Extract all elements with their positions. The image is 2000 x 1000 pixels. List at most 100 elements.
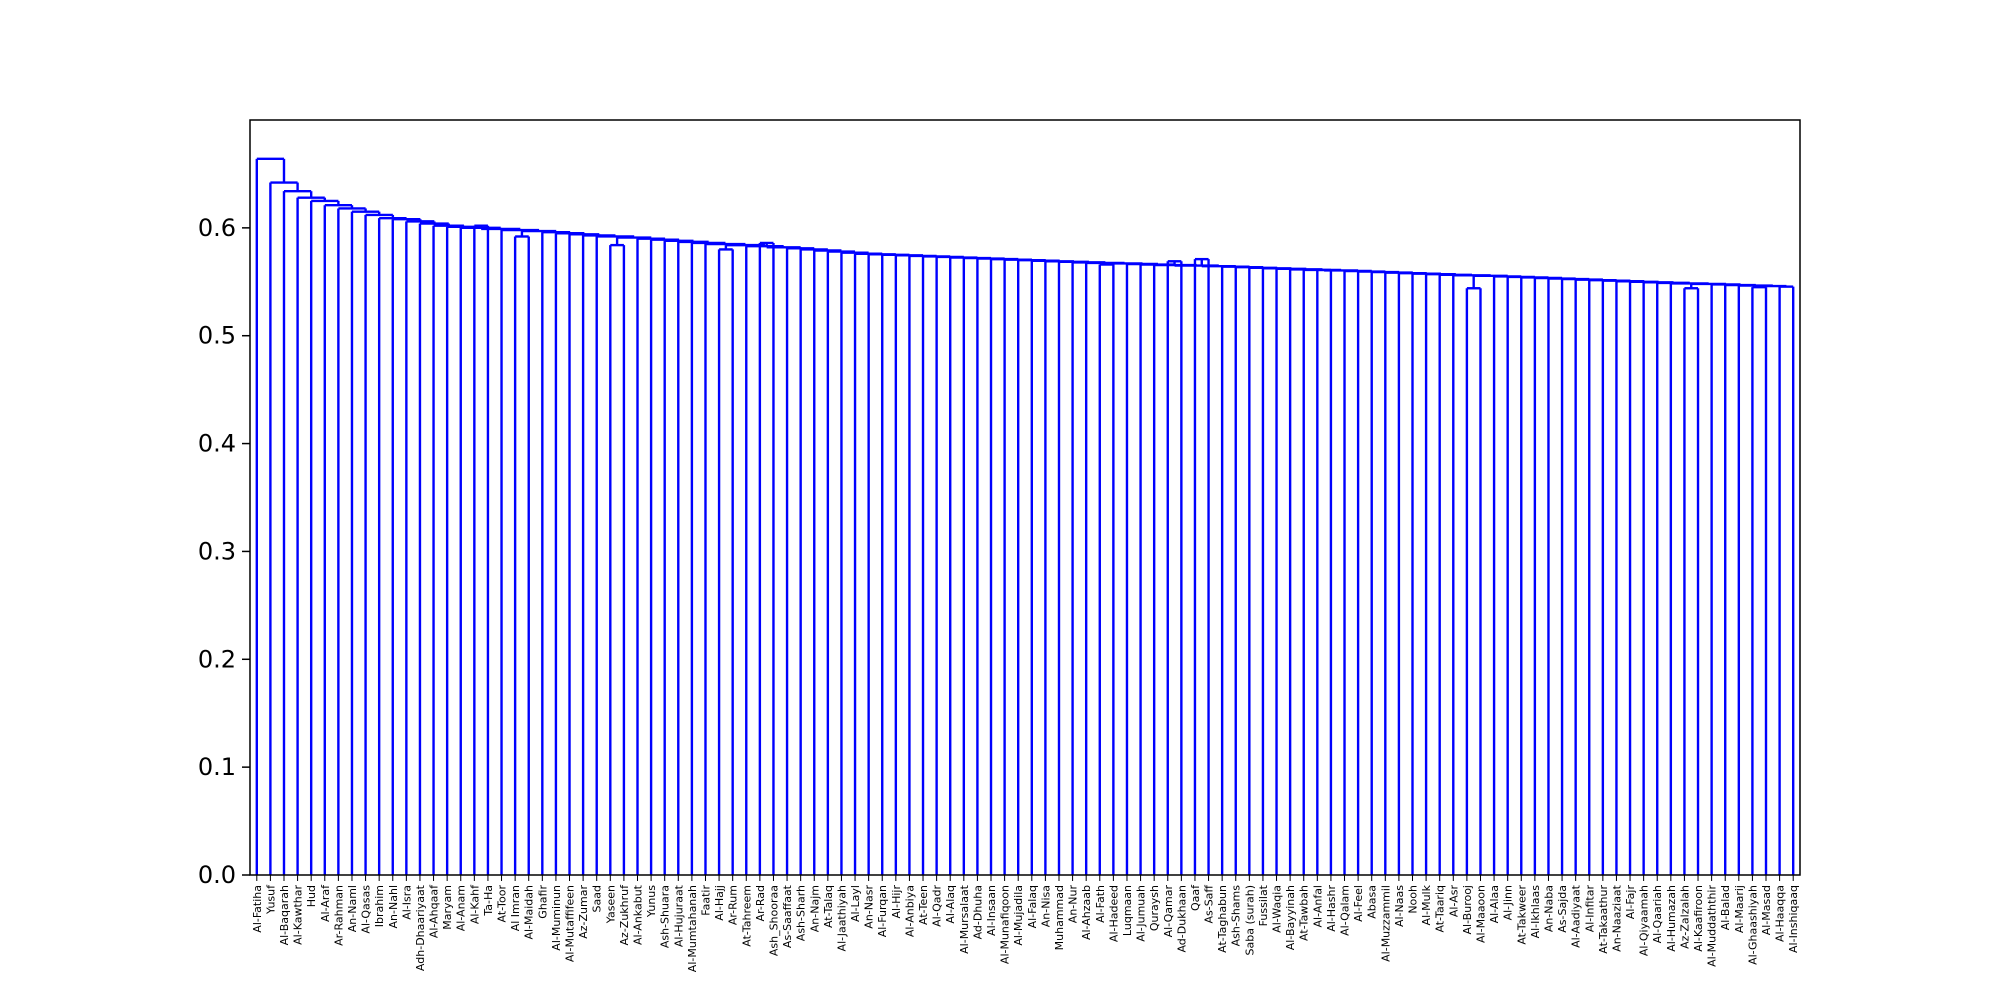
- leaf-label: Qaaf: [1189, 884, 1202, 911]
- leaf-label: Al-Qamar: [1162, 885, 1175, 938]
- leaf-label: Al-Fajr: [1624, 885, 1637, 920]
- leaf-label: Al-Maidah: [523, 885, 536, 940]
- leaf-label: As-Saaffaat: [781, 884, 794, 948]
- leaf-label: Al-Ankabut: [632, 884, 645, 945]
- leaf-label: At-Takaathur: [1597, 885, 1610, 954]
- leaf-label: Al-Maarij: [1733, 885, 1746, 933]
- leaf-label: Al-Qiyaamah: [1638, 885, 1651, 956]
- leaf-label: Yaseen: [604, 885, 617, 924]
- leaf-label: Al-Balad: [1719, 885, 1732, 930]
- leaf-label: Al-Mutaffifeen: [564, 885, 577, 962]
- leaf-label: Saad: [591, 885, 604, 912]
- leaf-label: Al-Anfal: [1311, 885, 1324, 927]
- leaf-label: At-Tawbah: [1298, 885, 1311, 941]
- leaf-label: Az-Zukhruf: [618, 884, 631, 946]
- leaf-label: Al-Infitar: [1583, 885, 1596, 933]
- leaf-label: Al-Aadiyaat: [1570, 884, 1583, 948]
- leaf-label: Al Imran: [509, 885, 522, 931]
- leaf-label: Al-Qalam: [1339, 885, 1352, 936]
- leaf-label: Hud: [305, 885, 318, 907]
- leaf-label: Al-Araf: [319, 884, 332, 922]
- leaf-label: As-Saff: [1203, 885, 1216, 924]
- leaf-label: Yunus: [645, 885, 658, 918]
- leaf-label: An-Naaziaat: [1610, 884, 1623, 951]
- y-tick-label: 0.1: [198, 753, 236, 781]
- leaf-label: Al-Qadr: [931, 885, 944, 927]
- leaf-label: Al-Hajj: [713, 885, 726, 921]
- leaf-label: Yusuf: [264, 884, 277, 915]
- leaf-label: Az-Zumar: [577, 885, 590, 939]
- y-tick-label: 0.6: [198, 214, 236, 242]
- leaf-label: Ad-Dukhaan: [1175, 885, 1188, 953]
- leaf-label: Al-Insaan: [985, 885, 998, 936]
- leaf-label: Maryam: [441, 885, 454, 930]
- leaf-label: At-Talaq: [822, 885, 835, 928]
- leaf-label: Al-Maaoon: [1474, 885, 1487, 943]
- leaf-label: Al-Isra: [400, 885, 413, 920]
- leaf-label: An-Nur: [1067, 885, 1080, 924]
- leaf-label: Al-Anam: [455, 885, 468, 931]
- leaf-label: At-Taariq: [1434, 885, 1447, 933]
- leaf-label: An-Nasr: [863, 885, 876, 929]
- leaf-label: Al-Mumtahanah: [686, 885, 699, 972]
- leaf-label: Al-Ahzaab: [1080, 885, 1093, 940]
- leaf-label: Al-Jaathiyah: [835, 885, 848, 951]
- leaf-label: Muhammad: [1053, 885, 1066, 950]
- leaf-label: As-Sajda: [1556, 885, 1569, 933]
- leaf-label: Al-Feel: [1352, 885, 1365, 922]
- leaf-label: Ash-Shams: [1230, 885, 1243, 947]
- leaf-label: Ash_Shooraa: [767, 885, 780, 956]
- leaf-label: At-Takweer: [1515, 885, 1528, 945]
- leaf-label: Al-Bayyinah: [1284, 885, 1297, 950]
- leaf-label: Al-Inshiqaaq: [1787, 885, 1800, 953]
- leaf-label: Saba (surah): [1243, 885, 1256, 955]
- y-tick-label: 0.0: [198, 861, 236, 889]
- leaf-label: Al-Hadeed: [1107, 885, 1120, 942]
- leaf-label: Ar-Rum: [727, 885, 740, 925]
- x-axis-leaf-labels: Al-Fatiha Yusuf Al-Baqarah Al-Kawthar Hud Al-…: [251, 875, 1800, 972]
- leaf-label: Luqmaan: [1121, 885, 1134, 936]
- leaf-label: At-Taghabun: [1216, 885, 1229, 953]
- leaf-label: An-Nisa: [1039, 885, 1052, 927]
- leaf-label: An-Nahl: [387, 885, 400, 928]
- leaf-label: Al-Naas: [1393, 885, 1406, 927]
- leaf-label: Fussilat: [1257, 884, 1270, 926]
- leaf-label: Ash-Shuara: [659, 885, 672, 948]
- leaf-label: Al-Hujuraat: [672, 884, 685, 947]
- leaf-label: Al-Alaq: [944, 885, 957, 924]
- leaf-label: Ar-Rad: [754, 885, 767, 921]
- dendrogram-links: [255, 157, 1795, 875]
- leaf-label: An-Najm: [808, 885, 821, 932]
- leaf-label: Al-Kahf: [468, 884, 481, 924]
- leaf-label: Al-Fatiha: [251, 885, 264, 933]
- leaf-label: Al-Asr: [1447, 885, 1460, 918]
- leaf-label: Al-Fath: [1094, 885, 1107, 923]
- leaf-label: Al-Munafiqoon: [999, 885, 1012, 964]
- y-tick-label: 0.4: [198, 430, 236, 458]
- leaf-label: At-Tahreem: [740, 885, 753, 947]
- y-axis: 0.0 0.1 0.2 0.3 0.4 0.5 0.6: [198, 214, 250, 889]
- leaf-label: Ghafir: [536, 885, 549, 919]
- leaf-label: At-Toor: [496, 885, 509, 923]
- leaf-label: Al-Ikhlaas: [1529, 885, 1542, 939]
- leaf-label: Al-Muminun: [550, 885, 563, 951]
- leaf-label: Ar-Rahman: [332, 885, 345, 946]
- leaf-label: Ad-Dhuha: [971, 885, 984, 939]
- leaf-label: Al-Ahqaaf: [428, 884, 441, 938]
- leaf-label: Al-Qasas: [360, 885, 373, 934]
- leaf-label: Al-Baqarah: [278, 885, 291, 945]
- leaf-label: Al-Furqan: [876, 885, 889, 937]
- leaf-label: Al-Qaariah: [1651, 885, 1664, 943]
- leaf-label: Al-Muzzammil: [1379, 885, 1392, 962]
- leaf-label: Ibrahim: [373, 885, 386, 927]
- leaf-label: Al-Muddaththir: [1706, 885, 1719, 967]
- leaf-label: Al-Kaafiroon: [1692, 885, 1705, 952]
- leaf-label: Al-Mulk: [1420, 884, 1433, 925]
- leaf-label: Al-Burooj: [1461, 885, 1474, 934]
- leaf-label: Al-Masad: [1760, 885, 1773, 935]
- leaf-label: At-Teen: [917, 885, 930, 925]
- leaf-label: Al-Alaa: [1488, 885, 1501, 923]
- leaf-label: Abasa: [1366, 885, 1379, 919]
- leaf-label: An-Naba: [1542, 885, 1555, 932]
